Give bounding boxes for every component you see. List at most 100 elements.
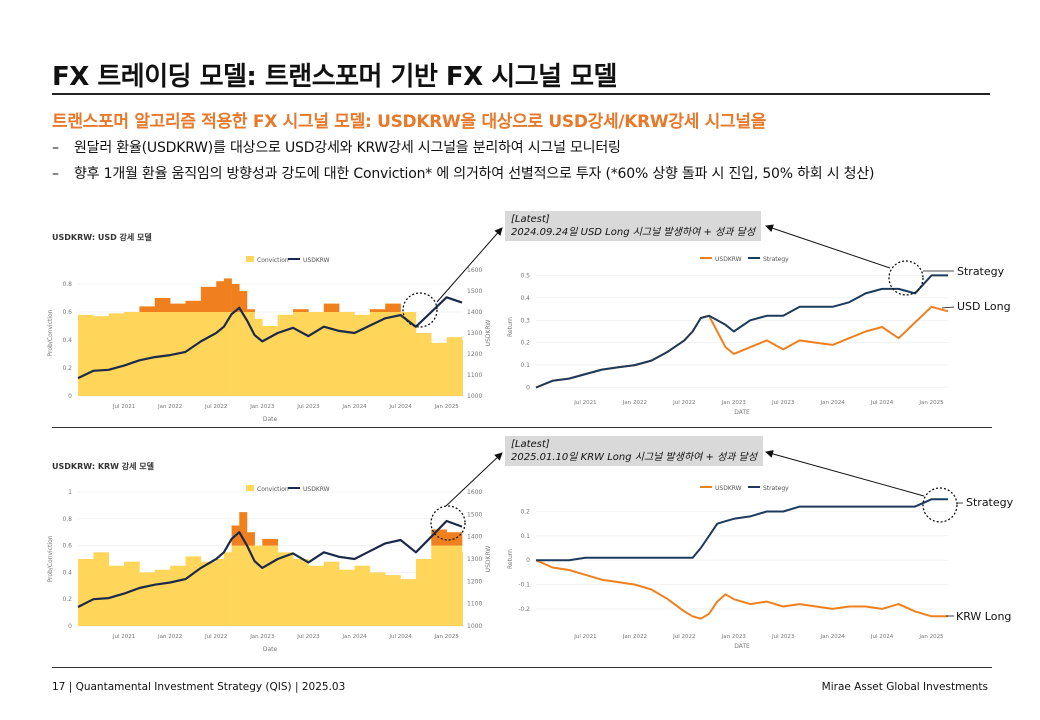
conviction-bar-high — [239, 291, 248, 312]
label-connector — [941, 306, 955, 309]
conviction-bar — [462, 340, 463, 396]
highlight-circle — [922, 487, 958, 523]
conviction-bar — [339, 569, 355, 626]
x-tick-label: Jul 2023 — [296, 404, 320, 410]
callout-heading: [Latest] — [511, 439, 550, 450]
conviction-bar — [216, 559, 225, 626]
legend-label: Conviction — [257, 486, 289, 493]
conviction-bar — [354, 565, 371, 626]
conviction-bar — [308, 312, 325, 396]
conviction-bar — [124, 312, 140, 396]
bullet-item: – 원달러 환율(USDKRW)를 대상으로 USD강세와 KRW강세 시그널을 … — [52, 137, 621, 157]
x-tick-label: Jan 2024 — [341, 634, 367, 640]
x-tick-label: Jan 2025 — [918, 400, 944, 406]
conviction-bar — [139, 312, 156, 396]
x-tick-label: Jul 2023 — [771, 634, 795, 640]
y-axis-label: Prob/Conviction — [47, 535, 54, 582]
conviction-bar — [323, 561, 340, 626]
conviction-bar — [185, 312, 202, 396]
conviction-bar — [231, 312, 240, 396]
strategy-label-top: Strategy — [957, 265, 1005, 278]
chart-title: USDKRW: KRW 강세 모델 — [52, 461, 154, 471]
y2-tick-label: 1000 — [467, 393, 482, 400]
highlight-circle — [402, 292, 438, 328]
x-tick-label: Jul 2024 — [870, 400, 894, 406]
conviction-bar — [323, 312, 340, 396]
y-tick-label: 0.2 — [62, 365, 72, 372]
conviction-bar — [108, 313, 125, 396]
y2-tick-label: 1500 — [467, 511, 482, 518]
conviction-bar — [231, 545, 240, 626]
x-tick-label: Jul 2021 — [112, 404, 135, 410]
legend-swatch-conviction — [246, 485, 254, 491]
conviction-bar-high — [139, 306, 156, 312]
y-tick-label: 0.4 — [62, 337, 72, 344]
callout-arrow — [436, 227, 503, 303]
x-tick-label: Jul 2024 — [388, 404, 412, 410]
conviction-bar-high — [431, 529, 447, 546]
legend-label: USDKRW — [303, 257, 330, 264]
x-tick-label: Jul 2022 — [204, 634, 227, 640]
conviction-bar — [154, 569, 171, 626]
bullet-item: – 향후 1개월 환율 움직임의 방향성과 강도에 대한 Conviction* … — [52, 163, 874, 183]
usdkrw-line — [77, 519, 463, 608]
conviction-bar — [170, 565, 186, 626]
conviction-bar — [154, 312, 171, 396]
callout-text: 2025.01.10일 KRW Long 시그널 발생하여 + 성과 달성 — [511, 452, 758, 463]
strategy-line — [535, 274, 948, 389]
callout-arrow — [765, 450, 925, 497]
y-tick-label: 0.1 — [520, 533, 530, 540]
conviction-bar — [93, 316, 110, 396]
chart-title: USDKRW: USD 강세 모델 — [52, 232, 152, 242]
x-tick-label: Jul 2023 — [771, 400, 795, 406]
conviction-bar — [139, 572, 156, 626]
x-tick-label: Jul 2024 — [870, 634, 894, 640]
legend-label: USDKRW — [715, 485, 742, 492]
y-tick-label: 0.2 — [62, 596, 72, 603]
conviction-bar — [124, 561, 140, 626]
section-subtitle: 트랜스포머 알고리즘 적용한 FX 시그널 모델: USDKRW을 대상으로 U… — [52, 112, 767, 132]
conviction-bar-high — [185, 300, 202, 312]
conviction-bar — [431, 545, 447, 626]
conviction-bar-high — [323, 303, 340, 312]
conviction-bar — [78, 559, 94, 626]
conviction-bar-high — [385, 303, 401, 312]
conviction-bar-high — [246, 309, 255, 312]
y2-tick-label: 1200 — [467, 351, 482, 358]
conviction-bar-high — [262, 538, 278, 546]
legend-label: Conviction — [257, 257, 289, 264]
x-tick-label: Jan 2025 — [434, 634, 460, 640]
legend-label: Strategy — [763, 485, 789, 492]
conviction-bar — [262, 326, 278, 396]
usd-long-label: USD Long — [957, 300, 1011, 313]
usdkrw-return-line — [535, 305, 949, 389]
conviction-bar — [293, 312, 309, 396]
y-tick-label: 0.2 — [520, 340, 530, 347]
conviction-bar-high — [200, 286, 217, 312]
section-divider — [52, 427, 992, 428]
conviction-bar — [415, 559, 432, 626]
conviction-bar — [385, 312, 401, 396]
x-tick-label: Jan 2024 — [341, 404, 367, 410]
x-tick-label: Jan 2022 — [622, 400, 647, 406]
bullet-text: 향후 1개월 환율 움직임의 방향성과 강도에 대한 Conviction* 에… — [74, 166, 875, 182]
conviction-bar — [277, 314, 294, 396]
conviction-bar — [446, 337, 463, 396]
y-tick-label: 0 — [526, 557, 530, 564]
y-tick-label: 0.3 — [520, 317, 530, 324]
y-tick-label: 0 — [68, 623, 72, 630]
x-tick-label: Jul 2023 — [296, 634, 320, 640]
y-tick-label: 0.1 — [520, 362, 530, 369]
footer-divider — [52, 667, 992, 668]
conviction-bar — [239, 545, 248, 626]
callout-text: 2024.09.24일 USD Long 시그널 발생하여 + 성과 달성 — [511, 227, 756, 238]
y2-axis-label: USDKRW — [485, 546, 492, 573]
title-rule — [52, 93, 990, 95]
x-axis-label: Date — [263, 416, 278, 423]
y-tick-label: 0.2 — [520, 508, 530, 515]
x-tick-label: Jul 2022 — [672, 400, 695, 406]
y2-tick-label: 1300 — [467, 556, 482, 563]
x-tick-label: Jan 2023 — [249, 404, 275, 410]
y-tick-label: 0.6 — [62, 543, 72, 550]
